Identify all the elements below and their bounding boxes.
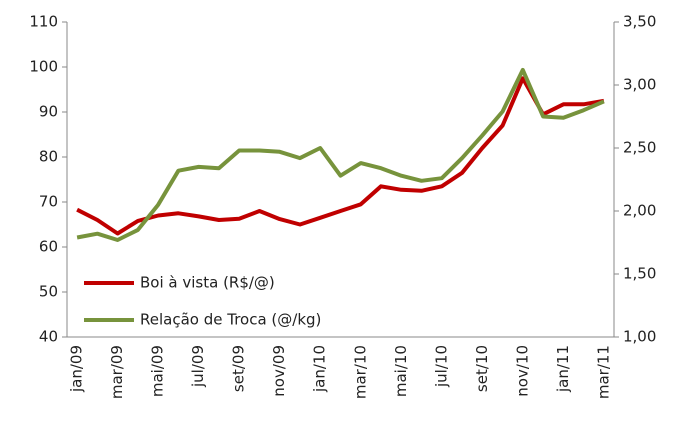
x-tick-label: jan/10 xyxy=(311,345,329,393)
legend-label: Relação de Troca (@/kg) xyxy=(140,311,321,329)
y-tick-label: 80 xyxy=(39,148,58,166)
x-tick-label: set/09 xyxy=(230,345,248,392)
x-tick-label: mar/09 xyxy=(108,345,126,399)
y-tick-label: 40 xyxy=(39,328,58,346)
series-line xyxy=(76,67,605,242)
y2-tick-label: 1,50 xyxy=(623,265,656,283)
x-tick-label: jul/10 xyxy=(432,345,450,388)
x-tick-label: nov/09 xyxy=(270,345,288,397)
y-tick-label: 110 xyxy=(29,13,58,31)
y2-tick-label: 2,50 xyxy=(623,139,656,157)
y-tick-label: 70 xyxy=(39,193,58,211)
legend-label: Boi à vista (R$/@) xyxy=(140,274,275,292)
y-tick-label: 100 xyxy=(29,58,58,76)
x-tick-label: set/10 xyxy=(473,345,491,392)
x-tick-label: jan/11 xyxy=(554,345,572,393)
series-line xyxy=(76,76,605,236)
x-tick-label: mai/10 xyxy=(392,345,410,397)
y2-tick-label: 2,00 xyxy=(623,202,656,220)
y2-tick-label: 3,00 xyxy=(623,76,656,94)
y2-tick-label: 3,50 xyxy=(623,13,656,31)
y-tick-label: 90 xyxy=(39,103,58,121)
y2-tick-label: 1,00 xyxy=(623,328,656,346)
x-tick-label: nov/10 xyxy=(513,345,531,397)
x-tick-label: jan/09 xyxy=(68,345,86,393)
y-tick-label: 50 xyxy=(39,283,58,301)
x-tick-label: mar/11 xyxy=(594,345,612,399)
x-tick-label: mai/09 xyxy=(149,345,167,397)
y-tick-label: 60 xyxy=(39,238,58,256)
x-tick-label: jul/09 xyxy=(189,345,207,388)
x-tick-label: mar/10 xyxy=(351,345,369,399)
